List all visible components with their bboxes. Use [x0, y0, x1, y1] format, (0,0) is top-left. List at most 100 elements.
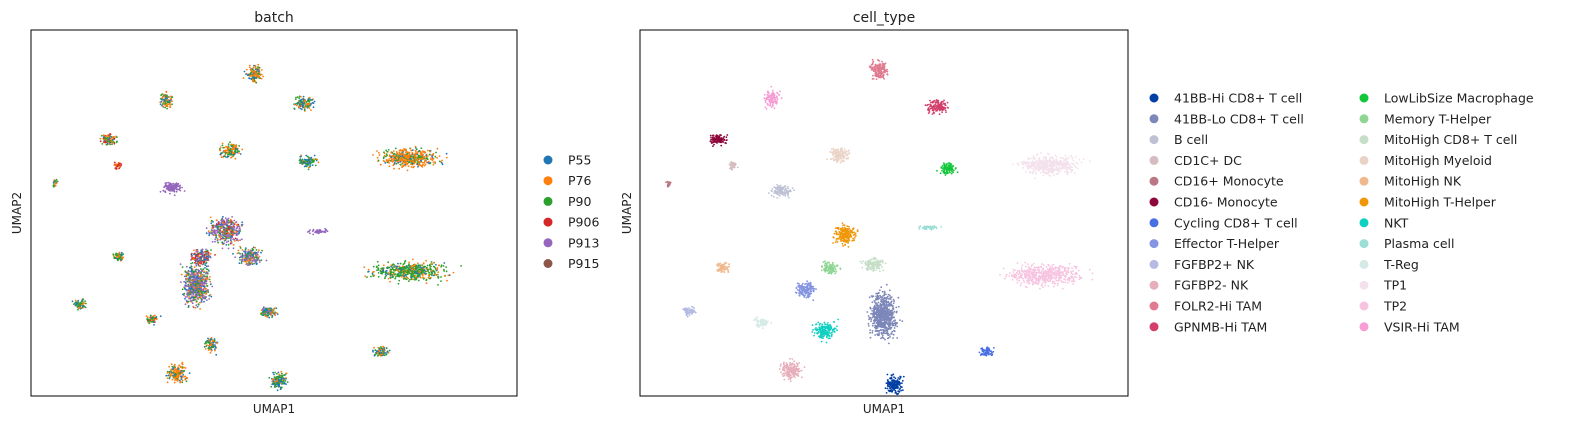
data-point [111, 139, 114, 141]
data-point [214, 224, 217, 227]
data-point [382, 157, 385, 160]
data-point [273, 378, 275, 380]
data-point [104, 140, 107, 143]
data-point [154, 317, 156, 320]
data-point [417, 156, 420, 159]
data-point [262, 308, 264, 310]
data-point [117, 164, 120, 167]
data-point [171, 189, 174, 192]
data-point [171, 103, 173, 106]
data-point [149, 314, 152, 317]
data-point [261, 73, 263, 76]
data-point [770, 98, 773, 100]
cluster-cell-type-6 [936, 162, 959, 176]
data-point [203, 275, 205, 278]
data-point [409, 155, 412, 158]
data-point [440, 276, 442, 278]
data-point [261, 314, 264, 316]
data-point [237, 225, 240, 228]
cluster-batch-7 [52, 178, 59, 188]
data-point [169, 374, 172, 376]
legend-label: P906 [568, 215, 599, 230]
data-point [227, 247, 230, 250]
data-point [201, 254, 204, 257]
data-point [424, 151, 427, 154]
data-point [197, 250, 199, 253]
data-point [721, 138, 724, 141]
data-point [376, 269, 378, 272]
data-point [927, 108, 930, 110]
data-point [185, 380, 188, 383]
data-point [107, 134, 110, 137]
data-point [395, 265, 397, 268]
data-point [164, 182, 167, 185]
data-point [245, 259, 247, 262]
data-point [115, 141, 118, 144]
data-point [388, 165, 391, 168]
data-point [221, 144, 224, 147]
data-point [419, 276, 422, 279]
data-point [302, 104, 305, 107]
data-point [71, 300, 74, 303]
data-point [387, 266, 390, 269]
data-point [164, 106, 167, 109]
data-point [257, 69, 260, 71]
data-point [118, 162, 121, 165]
data-point [230, 156, 232, 159]
data-point [311, 161, 314, 163]
data-point [422, 269, 424, 271]
data-point [883, 77, 885, 80]
data-point [311, 164, 314, 167]
data-point [257, 66, 259, 68]
data-point [839, 161, 842, 164]
data-point [251, 74, 253, 77]
data-point [194, 269, 197, 271]
data-point [720, 134, 722, 137]
data-point [364, 275, 367, 278]
data-point [312, 229, 315, 232]
data-point [373, 346, 375, 349]
data-point [438, 160, 441, 163]
data-point [196, 259, 198, 262]
data-point [211, 285, 214, 288]
data-point [419, 268, 422, 271]
data-point [385, 270, 388, 272]
data-point [393, 162, 396, 164]
data-point [201, 248, 204, 251]
data-point [198, 270, 201, 273]
data-point [229, 227, 231, 230]
data-point [419, 156, 422, 158]
data-point [409, 272, 412, 275]
data-point [419, 266, 422, 268]
data-point [408, 161, 411, 164]
data-point [397, 269, 399, 271]
cluster-cell-type-1 [763, 85, 783, 110]
data-point [107, 135, 110, 138]
data-point [720, 144, 723, 147]
data-point [228, 237, 230, 240]
data-point [389, 277, 392, 279]
data-point [409, 278, 411, 281]
data-point [245, 73, 248, 75]
data-point [392, 276, 395, 278]
data-point [425, 157, 428, 160]
data-point [237, 233, 240, 235]
data-point [304, 165, 307, 167]
data-point [249, 66, 251, 69]
data-point [397, 275, 400, 278]
data-point [773, 107, 776, 109]
data-point [171, 96, 174, 98]
data-point [407, 280, 410, 282]
batch-title: batch [254, 10, 294, 26]
data-point [231, 236, 234, 239]
data-point [941, 108, 944, 110]
data-point [266, 311, 269, 313]
data-point [390, 264, 393, 267]
data-point [387, 273, 389, 276]
data-point [832, 149, 835, 152]
data-point [203, 297, 206, 299]
data-point [189, 297, 192, 300]
data-point [271, 382, 274, 385]
data-point [377, 269, 380, 271]
